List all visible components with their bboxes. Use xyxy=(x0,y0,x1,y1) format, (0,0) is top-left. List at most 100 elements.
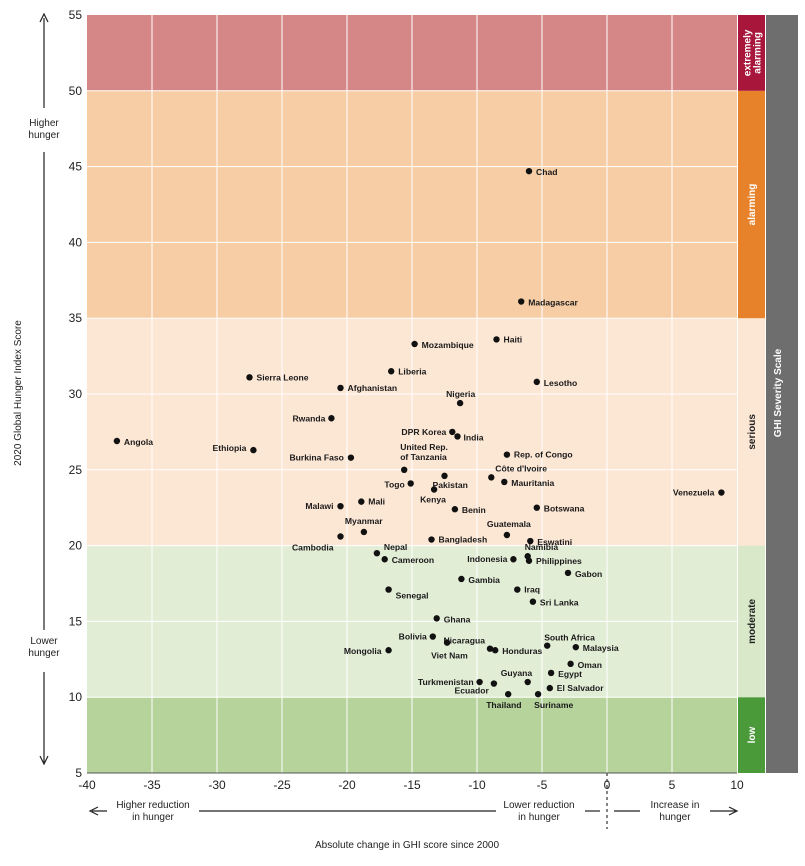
point-marker xyxy=(524,678,531,686)
y-tick-label: 55 xyxy=(69,8,83,22)
point-marker xyxy=(503,451,511,458)
point-label: Guyana xyxy=(501,668,533,678)
point-south-africa: South Africa xyxy=(544,633,595,649)
point-label: Philippines xyxy=(536,556,582,566)
point-mauritania: Mauritania xyxy=(501,478,554,488)
point-chad: Chad xyxy=(525,167,557,177)
point-turkmenistan: Turkmenistan xyxy=(418,677,483,687)
point-label: Madagascar xyxy=(528,298,578,308)
point-madagascar: Madagascar xyxy=(518,298,579,308)
point-marker xyxy=(456,399,464,407)
y-tick-label: 5 xyxy=(75,766,82,780)
severity-scale-bar xyxy=(766,15,798,773)
point-marker xyxy=(546,684,553,692)
point-label: South Africa xyxy=(544,633,595,643)
point-pakistan: Pakistan xyxy=(433,472,468,490)
point-burkina-faso: Burkina Faso xyxy=(289,453,355,463)
x-tick-label: -15 xyxy=(403,778,421,792)
point-mali: Mali xyxy=(358,497,385,507)
point-marker xyxy=(534,690,542,698)
point-liberia: Liberia xyxy=(388,366,427,376)
point-viet-nam: Viet Nam xyxy=(431,639,468,661)
arrow-up-icon xyxy=(39,12,49,23)
point-label: Cambodia xyxy=(292,543,334,553)
point-marker xyxy=(433,615,440,622)
point-honduras: Honduras xyxy=(492,646,543,656)
point-marker xyxy=(486,645,494,652)
point-marker xyxy=(443,639,451,646)
point-guyana: Guyana xyxy=(501,668,533,686)
x-tick-label: -40 xyxy=(78,778,96,792)
point-marker xyxy=(328,415,335,422)
lower-reduction-label: Lower reduction in hunger xyxy=(503,800,574,823)
point-cameroon: Cameroon xyxy=(381,555,434,565)
point-label: Liberia xyxy=(398,366,426,376)
point-marker xyxy=(449,428,456,436)
tag-label-extremely-alarming: extremelyalarming xyxy=(743,29,764,76)
point-marker xyxy=(476,678,483,686)
point-marker xyxy=(451,506,459,513)
point-label: Haiti xyxy=(504,334,523,344)
point-label: Senegal xyxy=(396,591,429,601)
point-cambodia: Cambodia xyxy=(292,533,344,553)
point-label: Kenya xyxy=(420,495,446,505)
point-marker xyxy=(458,575,465,583)
point-angola: Angola xyxy=(113,437,153,447)
x-tick-label: -30 xyxy=(208,778,226,792)
point-marker xyxy=(567,660,574,668)
point-marker xyxy=(718,489,725,496)
point-label: Côte d'Ivoire xyxy=(495,463,547,473)
point-label: Ecuador xyxy=(455,686,490,696)
point-marker xyxy=(510,556,517,563)
tag-label-moderate: moderate xyxy=(747,598,758,643)
point-label: Gambia xyxy=(468,575,500,585)
point-label: Bangladesh xyxy=(439,535,488,545)
point-label: Sri Lanka xyxy=(540,598,579,608)
point-nicaragua: Nicaragua xyxy=(443,636,494,652)
x-tick-label: 10 xyxy=(730,778,744,792)
y-tick-label: 30 xyxy=(69,387,83,401)
point-c-te-d-ivoire: Côte d'Ivoire xyxy=(488,463,547,481)
point-marker xyxy=(490,680,498,687)
point-senegal: Senegal xyxy=(385,586,429,601)
point-marker xyxy=(525,167,533,175)
point-label: DPR Korea xyxy=(401,427,446,437)
point-marker xyxy=(113,437,121,445)
point-label: Mali xyxy=(368,497,385,507)
point-india: India xyxy=(454,432,484,442)
tag-label-serious: serious xyxy=(747,414,758,450)
point-marker xyxy=(547,669,555,677)
point-label: Egypt xyxy=(558,669,582,679)
lower-hunger-label: Lower hunger xyxy=(28,636,60,659)
point-el-salvador: El Salvador xyxy=(546,683,604,693)
x-tick-label: -35 xyxy=(143,778,161,792)
point-label: Oman xyxy=(578,660,602,670)
point-oman: Oman xyxy=(567,660,602,670)
axis-ticks: -40 -35 -30 -25 -20 -15 -10 -5 0 5 10 5 10 15 20 25 30 35… xyxy=(69,8,744,792)
point-label: Venezuela xyxy=(673,488,715,498)
y-tick-label: 15 xyxy=(69,614,83,628)
point-marker xyxy=(358,498,365,505)
point-marker xyxy=(373,549,381,557)
point-marker xyxy=(527,537,534,545)
point-label: Lesotho xyxy=(544,378,577,388)
point-marker xyxy=(488,474,495,481)
y-axis-label: 2020 Global Hunger Index Score xyxy=(13,320,24,466)
point-egypt: Egypt xyxy=(547,669,582,679)
severity-scale-title: GHI Severity Scale xyxy=(773,348,784,437)
point-bangladesh: Bangladesh xyxy=(428,535,487,545)
annotations: 2020 Global Hunger Index Score Absolute … xyxy=(13,12,784,851)
point-marker xyxy=(544,642,551,649)
point-sierra-leone: Sierra Leone xyxy=(246,372,309,382)
point-marker xyxy=(518,298,525,305)
point-suriname: Suriname xyxy=(534,690,573,710)
y-tick-label: 10 xyxy=(69,690,83,704)
point-label: Suriname xyxy=(534,700,573,710)
point-philippines: Philippines xyxy=(525,556,582,566)
higher-hunger-label: Higher hunger xyxy=(28,118,60,141)
point-label: El Salvador xyxy=(557,683,604,693)
point-label: Mauritania xyxy=(511,478,554,488)
point-united-rep-of-tanzania: United Rep. of Tanzania xyxy=(400,442,448,473)
point-venezuela: Venezuela xyxy=(673,488,725,498)
point-afghanistan: Afghanistan xyxy=(337,383,397,393)
